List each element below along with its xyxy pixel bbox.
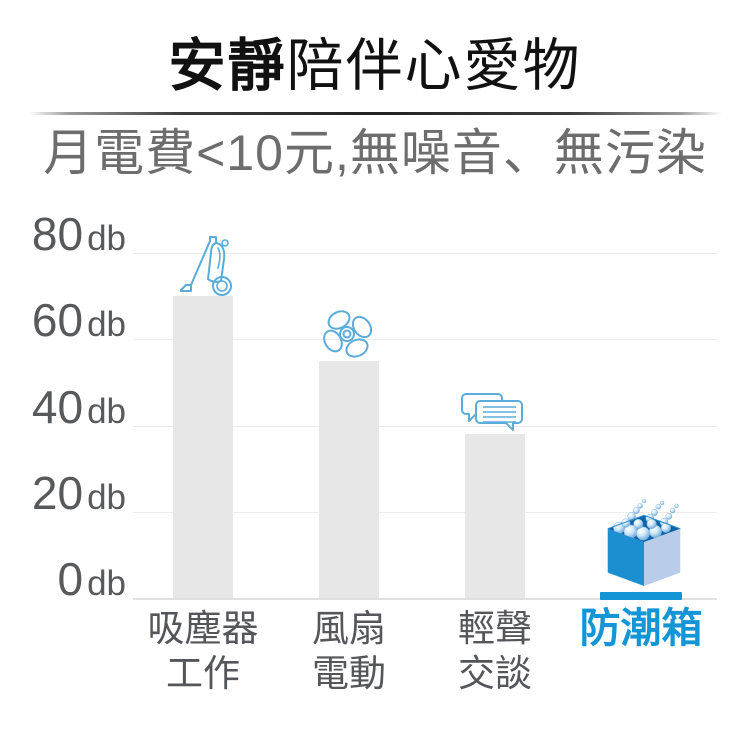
title-divider: [28, 112, 722, 115]
category-label-vacuum: 吸塵器 工作: [103, 606, 303, 696]
category-label-line: 工作: [166, 653, 240, 694]
bar-fan: [319, 361, 379, 598]
subtitle: 月電費<10元,無噪音、無污染: [43, 125, 707, 181]
category-label-line: 輕聲: [458, 608, 532, 649]
category-label-line: 電動: [312, 653, 386, 694]
category-label-chat: 輕聲 交談: [395, 606, 595, 696]
y-axis-tick-0db: 0 db: [57, 553, 126, 605]
category-label-line: 吸塵器: [147, 608, 259, 649]
category-label-line: 防潮箱: [579, 605, 703, 651]
y-axis-tick-40db: 40 db: [31, 380, 126, 433]
bar-chat: [465, 434, 525, 598]
title-emphasis: 安靜: [168, 34, 287, 98]
gridline-60db: [133, 339, 717, 341]
fan-icon: [323, 310, 373, 358]
chat-icon: [461, 393, 523, 431]
drybox-icon: [607, 498, 681, 586]
gridline-80db: [133, 253, 717, 254]
gridline-20db: [133, 511, 717, 513]
title-rest: 陪伴心愛物: [286, 34, 582, 98]
page-title: 安靜陪伴心愛物: [0, 34, 750, 98]
vacuum-icon: [180, 236, 232, 296]
category-label-line: 風扇: [312, 608, 386, 649]
category-label-line: 交談: [458, 653, 532, 694]
gridline-40db: [133, 425, 717, 427]
y-axis-tick-20db: 20 db: [31, 466, 126, 519]
y-axis-tick-60db: 60 db: [31, 294, 126, 347]
category-label-drybox: 防潮箱: [541, 606, 741, 651]
y-axis-tick-80db: 80 db: [31, 208, 126, 260]
bar-drybox: [600, 592, 682, 600]
bar-vacuum: [173, 296, 233, 598]
category-label-fan: 風扇 電動: [249, 606, 449, 696]
gridline-0db: [133, 598, 717, 600]
